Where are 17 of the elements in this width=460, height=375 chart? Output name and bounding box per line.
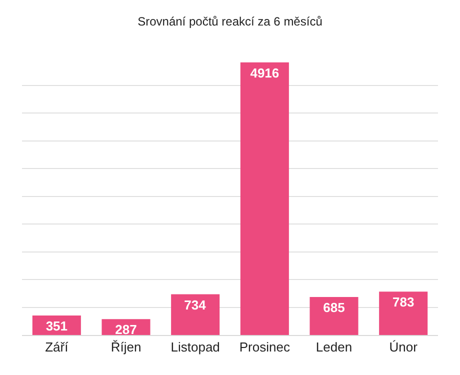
x-tick-label: Říjen xyxy=(110,340,142,355)
data-label: 287 xyxy=(115,322,137,338)
bar xyxy=(171,294,220,335)
bar xyxy=(310,297,358,335)
x-tick-label: Leden xyxy=(316,340,352,355)
data-label: 685 xyxy=(323,300,345,316)
data-label: 734 xyxy=(184,297,207,312)
data-label: 783 xyxy=(392,294,414,310)
x-tick-label: Únor xyxy=(389,340,418,355)
bar xyxy=(240,62,289,335)
x-tick-label: Září xyxy=(45,340,69,355)
data-label: 4916 xyxy=(250,65,280,80)
chart-title: Srovnání počtů reakcí za 6 měsíců xyxy=(138,14,322,28)
bar xyxy=(379,292,428,335)
x-tick-label: Prosinec xyxy=(239,340,290,355)
x-tick-label: Listopad xyxy=(170,340,220,355)
data-label: 351 xyxy=(46,318,68,334)
